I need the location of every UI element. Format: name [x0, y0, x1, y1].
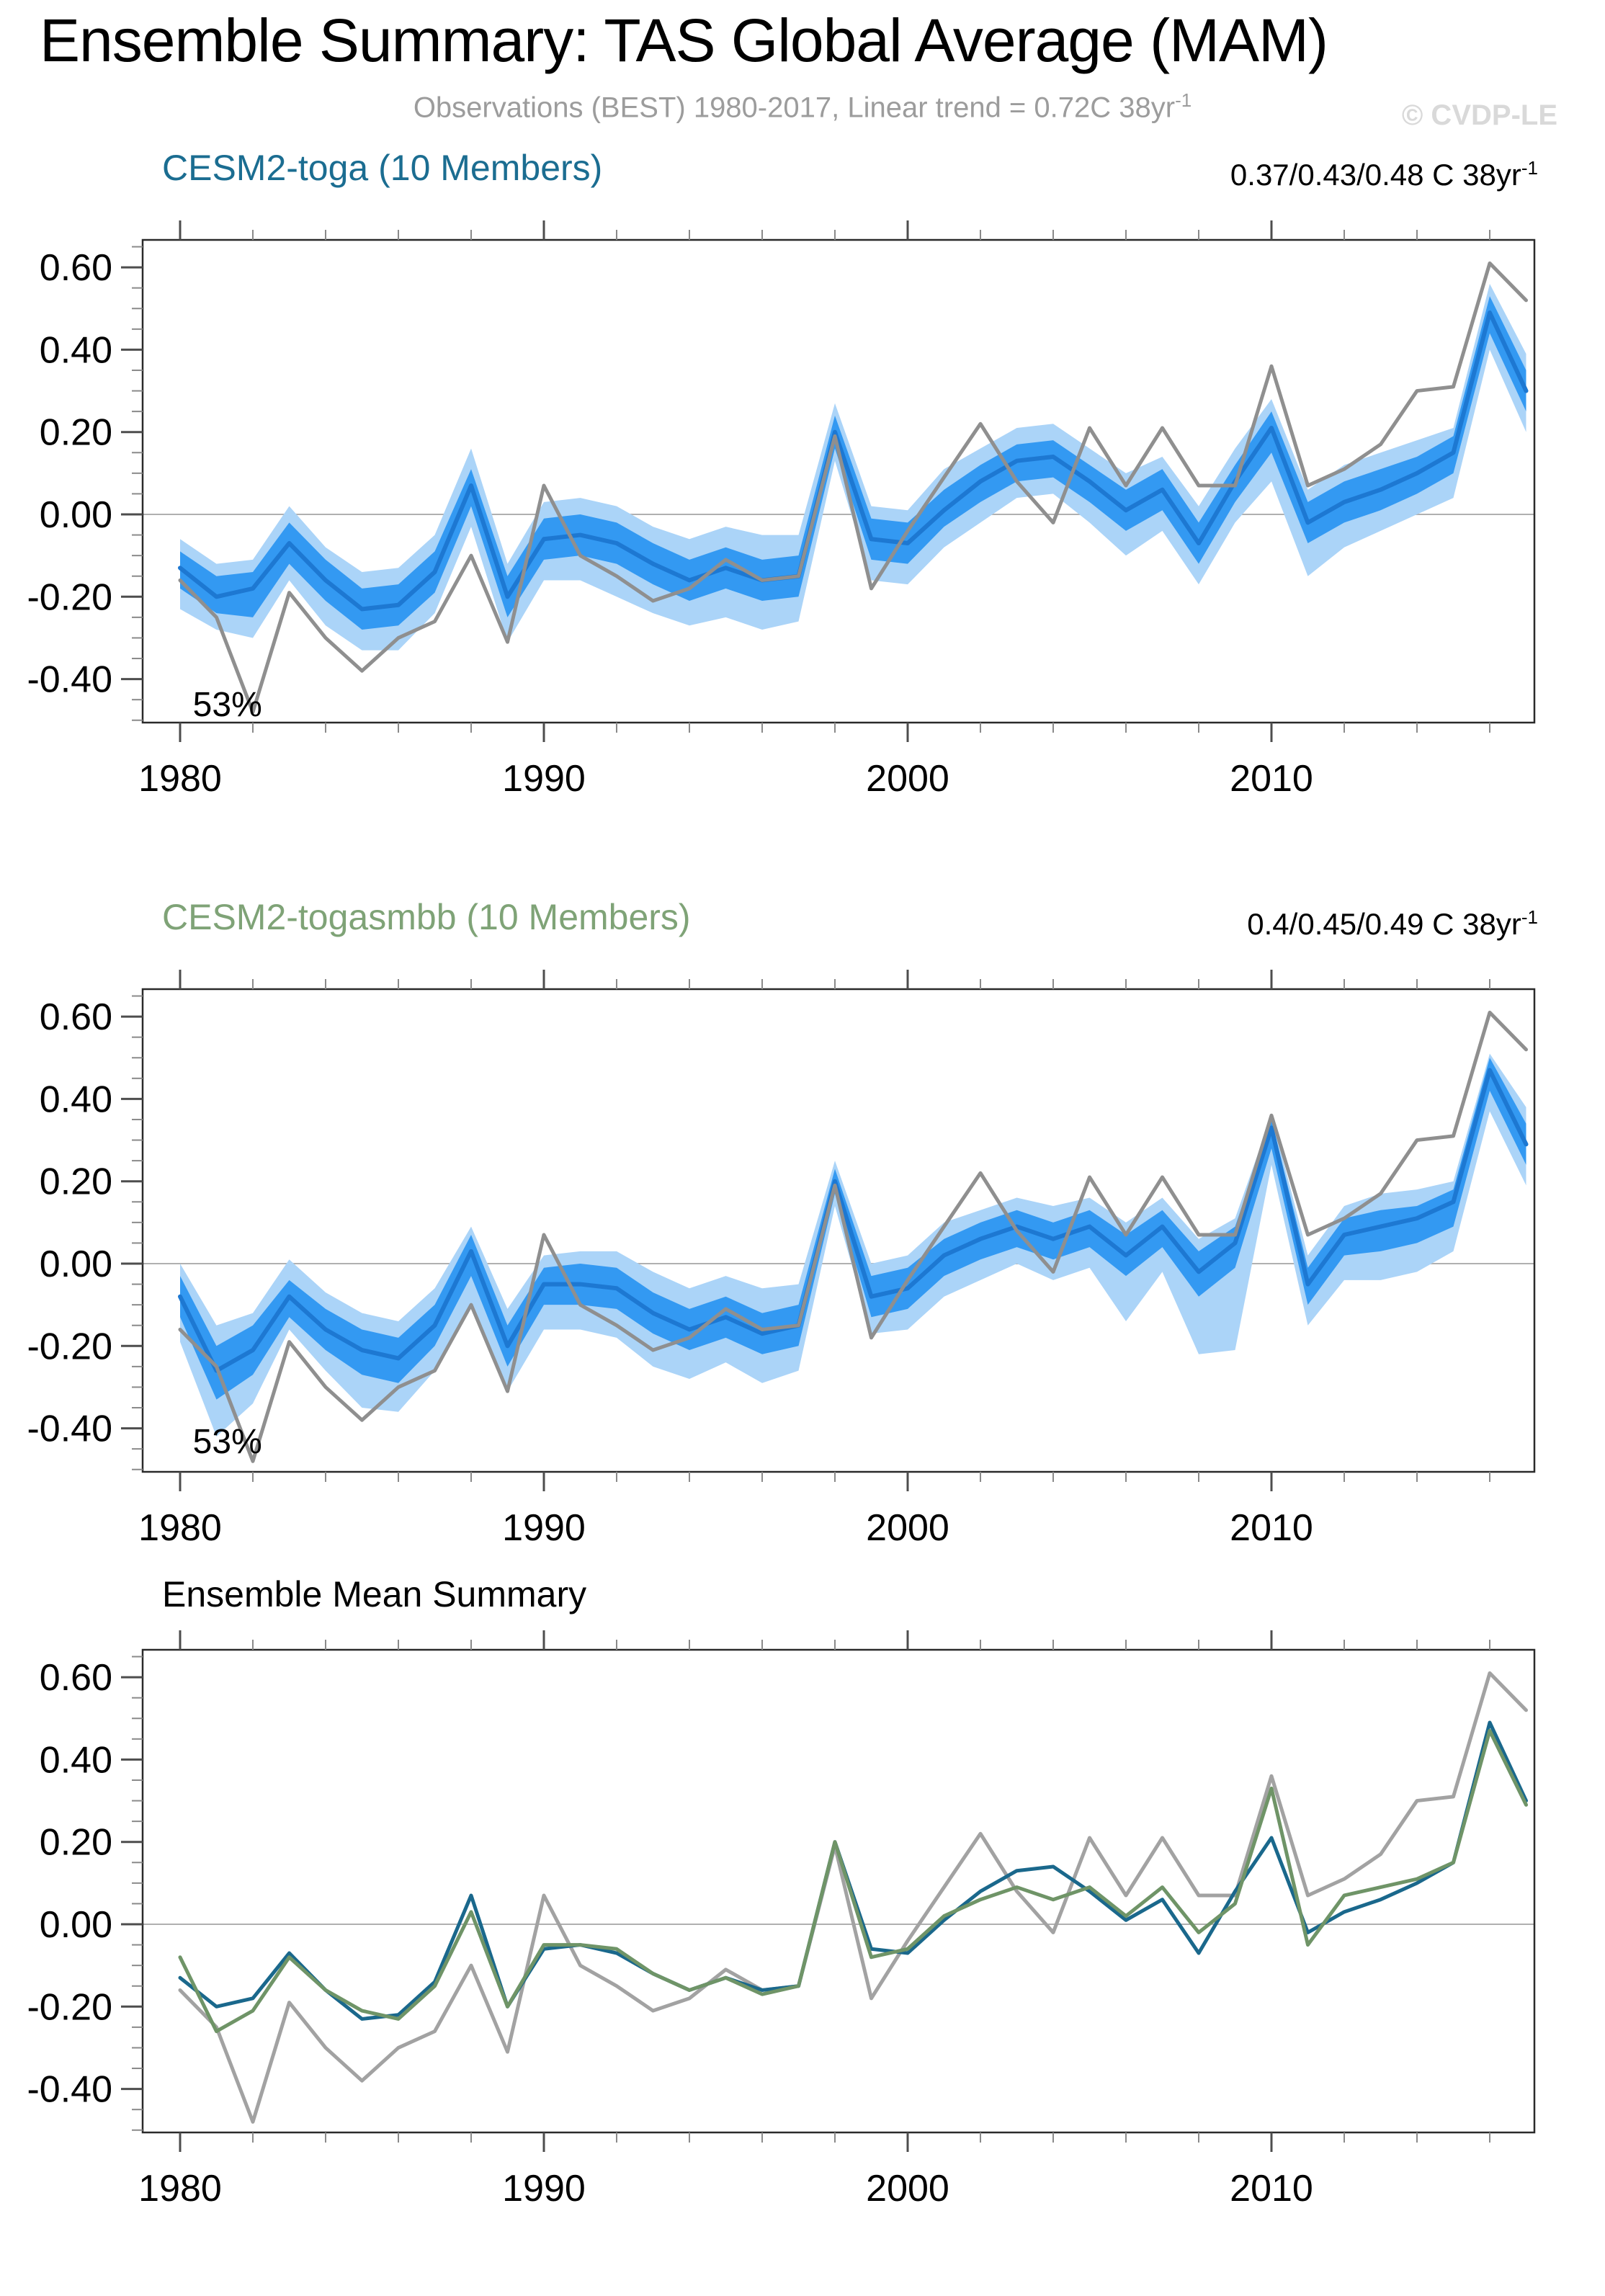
x-axis-tick-label: 1990: [502, 1507, 586, 1549]
panel-togasmbb-title: CESM2-togasmbb (10 Members): [162, 897, 691, 937]
x-axis-tick-label: 2010: [1230, 758, 1313, 800]
y-axis-tick-label: 0.20: [40, 1822, 112, 1864]
observations-subtitle: Observations (BEST) 1980-2017, Linear tr…: [0, 89, 1605, 124]
cvdp-watermark: © CVDP-LE: [1401, 99, 1557, 131]
x-axis-tick-label: 1980: [138, 2168, 222, 2210]
y-axis-tick-label: -0.40: [27, 1408, 112, 1450]
observations-line: [178, 1010, 1528, 1463]
y-axis-tick-label: 0.00: [40, 1904, 112, 1946]
togasmbb-ensemble-mean-line: [178, 1068, 1529, 1373]
y-axis-tick-label: 0.40: [40, 329, 112, 371]
toga-inner-band: [180, 296, 1526, 630]
y-axis-tick-label: 0.20: [40, 412, 112, 454]
toga-mean-line: [178, 1720, 1528, 2021]
y-axis-tick-label: 0.20: [40, 1161, 112, 1203]
y-axis-tick-label: -0.20: [27, 576, 112, 618]
trend-superscript: -1: [1521, 906, 1538, 928]
trend-text: 0.4/0.45/0.49 C 38yr: [1247, 907, 1521, 941]
trend-text: 0.37/0.43/0.48 C 38yr: [1230, 158, 1521, 192]
trend-superscript: -1: [1521, 157, 1538, 179]
panel-toga-trend: 0.37/0.43/0.48 C 38yr-1: [1230, 157, 1538, 192]
x-axis-tick-label: 1990: [502, 2168, 586, 2210]
x-axis-tick-label: 2000: [866, 2168, 949, 2210]
plot-frame: [141, 988, 1536, 1473]
panel-togasmbb-plot: -0.40 -0.20 0.00 0.20 0.40 0.60 1980 1990 2000 20…: [27, 970, 1536, 1549]
y-axis-tick-label: 0.00: [40, 1243, 112, 1285]
togasmbb-inner-band: [180, 1058, 1526, 1400]
y-axis-tick-label: -0.20: [27, 1986, 112, 2028]
members-percent-annotation: 53%: [193, 686, 262, 724]
y-axis-tick-label: 0.00: [40, 494, 112, 536]
x-axis-tick-label: 2000: [866, 758, 949, 800]
plot-frame: [141, 238, 1536, 724]
panel-toga-title: CESM2-toga (10 Members): [162, 148, 603, 188]
y-axis-tick-label: 0.40: [40, 1078, 112, 1120]
members-percent-annotation: 53%: [193, 1423, 262, 1461]
x-axis-tick-label: 2010: [1230, 1507, 1313, 1549]
x-axis-tick-label: 2010: [1230, 2168, 1313, 2210]
observations-line: [178, 1671, 1528, 2124]
x-axis-tick-label: 2000: [866, 1507, 949, 1549]
y-axis-tick-label: -0.40: [27, 2069, 112, 2111]
y-axis-tick-label: 0.60: [40, 247, 112, 289]
y-axis-tick-label: -0.20: [27, 1326, 112, 1367]
panel-togasmbb-trend: 0.4/0.45/0.49 C 38yr-1: [1247, 906, 1538, 942]
toga-outer-band: [180, 283, 1526, 651]
x-axis-tick-label: 1980: [138, 1507, 222, 1549]
toga-ensemble-mean-line: [178, 310, 1529, 612]
panel-summary-plot: -0.40 -0.20 0.00 0.20 0.40 0.60 1980 1990 2000 20…: [27, 1630, 1536, 2210]
togasmbb-mean-line: [178, 1728, 1528, 2034]
panel-toga-plot: -0.40 -0.20 0.00 0.20 0.40 0.60 1980 1990 2000 20…: [27, 220, 1536, 800]
page-title: Ensemble Summary: TAS Global Average (MA…: [40, 6, 1328, 74]
subtitle-superscript: -1: [1175, 89, 1192, 111]
y-axis-tick-label: 0.60: [40, 1657, 112, 1699]
y-axis-tick-label: 0.60: [40, 996, 112, 1038]
x-axis-tick-label: 1980: [138, 758, 222, 800]
plot-frame: [141, 1648, 1536, 2134]
subtitle-text: Observations (BEST) 1980-2017, Linear tr…: [413, 91, 1176, 124]
y-axis-tick-label: -0.40: [27, 659, 112, 701]
x-axis-tick-label: 1990: [502, 758, 586, 800]
y-axis-tick-label: 0.40: [40, 1739, 112, 1781]
observations-line: [178, 261, 1528, 714]
panel-summary-title: Ensemble Mean Summary: [162, 1574, 587, 1614]
